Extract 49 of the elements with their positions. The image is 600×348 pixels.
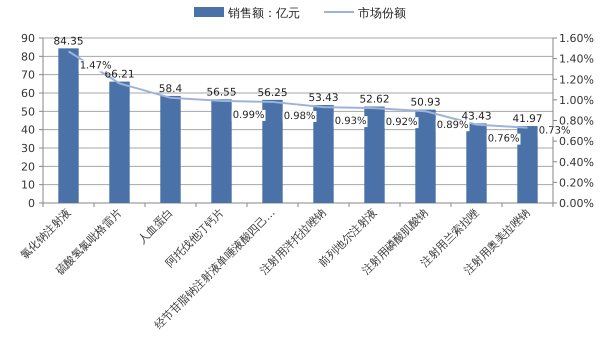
x-tick-label: 人血蛋白	[135, 206, 176, 246]
y-tick-label: 0	[28, 197, 35, 210]
bar	[58, 48, 79, 203]
bar	[160, 96, 181, 203]
bar	[262, 100, 283, 203]
data-label: 0.98%	[284, 110, 316, 122]
y2-tick-label: 1.00%	[559, 94, 594, 107]
data-label: 56.55	[206, 86, 237, 98]
y2-tick-label: 1.20%	[559, 73, 594, 86]
y-tick-label: 60	[21, 87, 35, 100]
legend-label: 市场份额	[358, 6, 406, 20]
y2-tick-label: 1.40%	[559, 52, 594, 66]
bar	[466, 123, 487, 203]
bar	[517, 126, 538, 203]
bar	[211, 99, 232, 203]
legend-label: 销售额：亿元	[227, 6, 300, 20]
data-label: 56.25	[257, 86, 288, 99]
y-tick-label: 50	[21, 105, 35, 118]
data-label: 0.89%	[436, 120, 468, 132]
data-label: 0.92%	[386, 117, 418, 128]
data-label: 52.62	[359, 94, 390, 106]
data-label: 0.76%	[488, 134, 520, 145]
y-tick-label: 90	[21, 32, 35, 45]
data-label: 84.35	[53, 35, 84, 48]
data-label: 1.47%	[80, 60, 112, 72]
y-tick-label: 20	[21, 160, 35, 174]
data-label: 0.93%	[334, 116, 366, 128]
y-tick-label: 80	[21, 50, 35, 64]
y2-tick-label: 0.40%	[559, 156, 594, 169]
y2-tick-label: 1.60%	[559, 32, 594, 45]
data-label: 58.4	[158, 82, 183, 95]
data-label: 53.43	[308, 92, 339, 104]
y-tick-label: 40	[21, 124, 35, 137]
data-label: 0.73%	[538, 126, 570, 137]
data-label: 66.21	[104, 68, 135, 81]
y2-tick-label: 0.60%	[559, 135, 594, 148]
y2-tick-label: 0.80%	[559, 114, 594, 128]
bar	[109, 82, 130, 203]
data-label: 50.93	[410, 96, 441, 109]
y-tick-label: 70	[21, 68, 35, 82]
y2-tick-label: 0.00%	[559, 197, 594, 210]
data-label: 41.97	[512, 113, 543, 126]
y2-tick-label: 0.20%	[559, 176, 594, 190]
y-tick-label: 30	[21, 142, 35, 155]
data-label: 0.99%	[232, 110, 264, 121]
bar	[364, 106, 385, 203]
y-tick-label: 10	[21, 178, 35, 192]
bar	[313, 105, 334, 203]
bar	[415, 110, 436, 203]
